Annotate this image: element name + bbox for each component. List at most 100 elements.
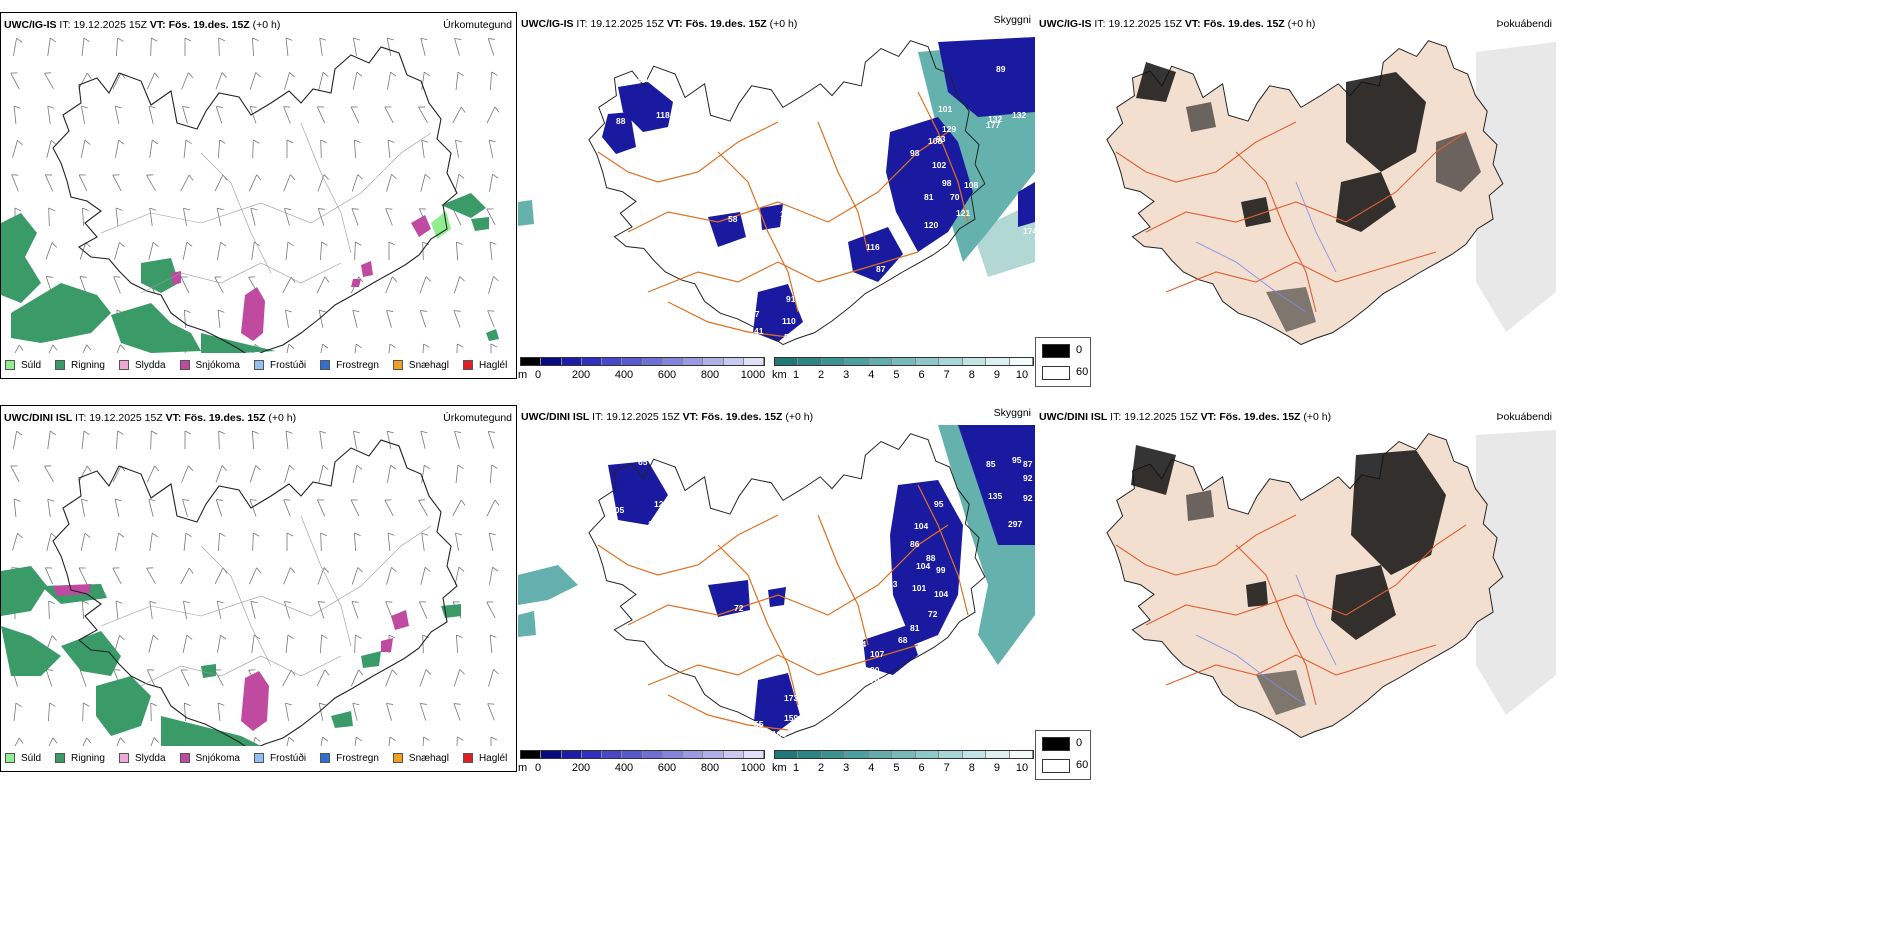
wind-barb — [47, 498, 55, 517]
wind-barb — [45, 242, 57, 260]
wind-barb — [353, 343, 363, 353]
wind-barb — [10, 737, 24, 746]
ceiling-label: 100 — [780, 209, 794, 219]
wind-barb — [284, 207, 292, 226]
scale-tick: 9 — [993, 369, 1000, 379]
wind-barb — [217, 241, 227, 260]
scale-swatch — [868, 751, 893, 758]
ceiling-label: 104 — [934, 589, 948, 599]
wind-barb — [78, 174, 88, 192]
wind-barb — [217, 702, 225, 721]
ceiling-label: 65 — [638, 74, 648, 84]
snow-area — [171, 215, 431, 341]
wind-barb — [421, 139, 429, 158]
ceiling-label: 86 — [910, 539, 920, 549]
wind-barb — [114, 105, 122, 124]
wind-barb — [115, 430, 124, 450]
wind-barb — [319, 343, 329, 353]
wind-barb — [454, 430, 462, 449]
panel-header: UWC/DINI ISL IT: 19.12.2025 15Z VT: Fös.… — [1039, 411, 1552, 423]
wind-barb — [455, 241, 463, 261]
wind-barb — [384, 499, 394, 517]
scale-tick: 1 — [792, 762, 800, 772]
init-time: 19.12.2025 15Z — [606, 411, 680, 423]
legend-label: Frostregn — [336, 752, 379, 764]
wind-barb — [317, 174, 329, 192]
wind-barb — [284, 600, 292, 619]
scale-swatch — [622, 358, 643, 365]
wind-barb — [149, 207, 157, 226]
ceiling-label: 92 — [1023, 493, 1033, 503]
scale-tick: 2 — [818, 762, 825, 772]
wind-barb — [47, 37, 57, 56]
wind-barb — [112, 567, 122, 585]
wind-barb — [286, 532, 294, 551]
legend-item: Haglél — [462, 753, 507, 764]
lead-time: (+0 h) — [769, 18, 798, 30]
wind-barb — [44, 567, 54, 585]
legend-swatch — [118, 753, 129, 763]
ceiling-label: 110 — [782, 316, 796, 326]
wind-barb — [421, 736, 430, 746]
wind-barb — [455, 71, 464, 90]
wind-barb — [319, 37, 327, 56]
wind-barb — [456, 343, 464, 353]
precip-type-legend: Súld Rigning Slydda Snjókoma Frostúði Frostre… — [5, 358, 516, 372]
panel-header: UWC/DINI ISL IT: 19.12.2025 15Z VT: Fös.… — [4, 412, 512, 424]
wind-barb — [282, 669, 296, 687]
panel-type-label: Skyggni — [993, 407, 1031, 419]
scale-tick: 600 — [657, 762, 677, 772]
wind-barb — [386, 174, 397, 192]
valid-time: Fös. 19.des. 15Z — [701, 411, 783, 423]
ceiling-label: 108 — [928, 136, 942, 146]
scale-swatch — [939, 751, 963, 758]
wind-barb — [419, 669, 431, 687]
scale-swatch — [683, 751, 704, 758]
scale-tick: 7 — [943, 369, 950, 379]
ceiling-label: 174 — [1023, 226, 1035, 236]
ceiling-label: 98 — [646, 132, 656, 142]
wind-barb — [180, 669, 190, 687]
scale-tick: 1000 — [740, 762, 766, 772]
wind-barb — [285, 241, 294, 260]
wind-barb — [150, 702, 157, 722]
wind-barb — [386, 37, 394, 56]
wind-barb — [217, 532, 226, 552]
wind-barb — [146, 465, 160, 483]
model-name: UWC/DINI ISL — [4, 412, 73, 424]
scale-tick: 1 — [792, 369, 800, 379]
scale-swatch — [561, 751, 582, 758]
wind-barb — [387, 71, 397, 90]
wind-barb — [252, 139, 260, 159]
legend-label: Snæhagl — [408, 752, 449, 764]
wind-barb — [180, 567, 194, 585]
legend-label: Slydda — [134, 752, 166, 764]
wind-barb — [146, 567, 156, 584]
wind-barb — [316, 499, 326, 517]
wind-barb — [320, 532, 327, 552]
scale-swatch — [602, 358, 623, 365]
wind-barb — [215, 465, 227, 483]
legend-label: Snjókoma — [195, 752, 240, 764]
wind-barb — [285, 37, 293, 56]
wind-barb — [490, 736, 498, 746]
scale-swatch — [642, 358, 663, 365]
ceiling-label: 98 — [942, 178, 952, 188]
wind-barb — [489, 173, 499, 192]
wind-barb — [284, 72, 295, 90]
scale-tick: 3 — [843, 762, 850, 772]
init-time: 19.12.2025 15Z — [590, 18, 664, 30]
wind-barb — [387, 464, 397, 483]
wind-barb — [115, 207, 123, 226]
wind-barb — [11, 174, 19, 192]
scale-swatch — [703, 751, 724, 758]
ceiling-label: 70 — [950, 192, 960, 202]
legend-item: Slydda — [118, 752, 166, 764]
wind-barb — [354, 241, 362, 261]
wind-barb — [487, 703, 495, 721]
ceiling-label: 118 — [656, 110, 670, 120]
wind-barb — [486, 499, 500, 517]
scale-swatch — [581, 751, 602, 758]
wind-barb — [214, 567, 228, 585]
